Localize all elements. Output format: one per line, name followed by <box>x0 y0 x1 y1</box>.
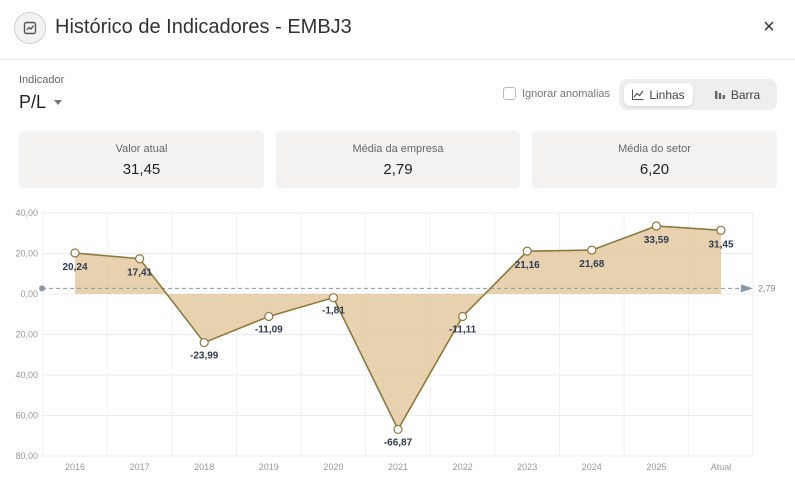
x-tick-label: 2021 <box>388 462 408 472</box>
x-tick-label: 2018 <box>194 462 214 472</box>
x-tick-label: 2025 <box>646 462 666 472</box>
data-label: -1,81 <box>322 306 345 317</box>
bars-view-label: Barra <box>730 87 761 102</box>
x-tick-label: Atual <box>711 462 732 472</box>
y-tick-label: 0,00 <box>20 289 38 299</box>
current-value-card: Valor atual 31,45 <box>19 131 264 188</box>
data-label: -11,09 <box>255 324 283 335</box>
data-point <box>135 254 145 264</box>
card-label: Média da empresa <box>352 143 444 155</box>
chevron-down-icon <box>54 99 63 105</box>
chart-icon <box>23 21 37 35</box>
lines-view-label: Linhas <box>649 87 685 102</box>
reference-line-label: 2,79 <box>758 283 776 293</box>
reference-arrow-icon <box>741 284 753 293</box>
ignore-anomalies-checkbox[interactable]: Ignorar anomalias <box>503 87 610 100</box>
card-value: 31,45 <box>122 161 161 178</box>
card-label: Média do setor <box>618 143 691 155</box>
y-tick-label: 20,00 <box>15 330 38 340</box>
reference-line-start-marker <box>39 285 45 292</box>
data-label: 17,41 <box>127 268 152 279</box>
data-point <box>458 311 468 322</box>
dialog-header: Histórico de Indicadores - EMBJ3 × <box>0 0 795 60</box>
x-tick-label: 2023 <box>517 462 537 472</box>
data-point <box>522 246 532 256</box>
data-label: -11,11 <box>449 324 477 335</box>
data-label: 33,59 <box>644 235 669 246</box>
line-chart-icon <box>632 89 644 100</box>
x-tick-label: 2019 <box>259 462 279 472</box>
data-point <box>587 245 597 255</box>
data-point <box>199 337 209 348</box>
indicator-select[interactable]: P/L <box>19 90 63 114</box>
x-tick-label: 2022 <box>453 462 473 472</box>
sector-average-card: Média do setor 6,20 <box>532 131 777 188</box>
x-tick-label: 2024 <box>582 462 602 472</box>
y-tick-label: 60,00 <box>15 411 38 421</box>
y-tick-label: 40,00 <box>15 208 38 218</box>
y-tick-label: 80,00 <box>15 451 38 461</box>
x-tick-label: 2020 <box>323 462 343 472</box>
view-toggle: Linhas Barra <box>619 79 777 110</box>
data-label: 20,24 <box>62 262 87 273</box>
card-label: Valor atual <box>115 143 168 155</box>
y-tick-label: 40,00 <box>15 370 38 380</box>
card-value: 2,79 <box>383 161 413 178</box>
data-point <box>328 293 338 303</box>
company-logo <box>14 12 46 44</box>
company-average-card: Média da empresa 2,79 <box>276 131 520 188</box>
x-tick-label: 2017 <box>130 462 150 472</box>
close-button[interactable]: × <box>763 16 775 38</box>
data-point <box>264 311 274 322</box>
data-label: -66,87 <box>384 437 413 448</box>
y-tick-label: 20,00 <box>15 249 38 259</box>
dialog-title: Histórico de Indicadores - EMBJ3 <box>55 16 352 38</box>
checkbox-box[interactable] <box>503 87 516 100</box>
indicator-label: Indicador <box>19 74 65 86</box>
ignore-anomalies-label: Ignorar anomalias <box>522 87 611 100</box>
card-value: 6,20 <box>639 161 670 178</box>
data-point <box>70 248 80 258</box>
series-area <box>75 225 721 430</box>
data-label: 21,68 <box>579 259 604 270</box>
data-point <box>651 221 662 231</box>
data-label: 31,45 <box>708 239 733 250</box>
data-point <box>393 424 403 435</box>
x-tick-label: 2016 <box>65 462 85 472</box>
lines-view-button[interactable]: Linhas <box>624 83 693 106</box>
data-point <box>716 225 726 235</box>
bars-view-button[interactable]: Barra <box>703 83 771 106</box>
data-label: -23,99 <box>190 351 219 362</box>
indicator-value: P/L <box>19 91 47 112</box>
indicator-history-chart: 40,00 20,00 0,00 20,00 40,00 60,00 80,00 2016 20… <box>15 208 776 472</box>
bar-chart-icon <box>714 91 725 99</box>
data-label: 21,16 <box>515 260 540 271</box>
